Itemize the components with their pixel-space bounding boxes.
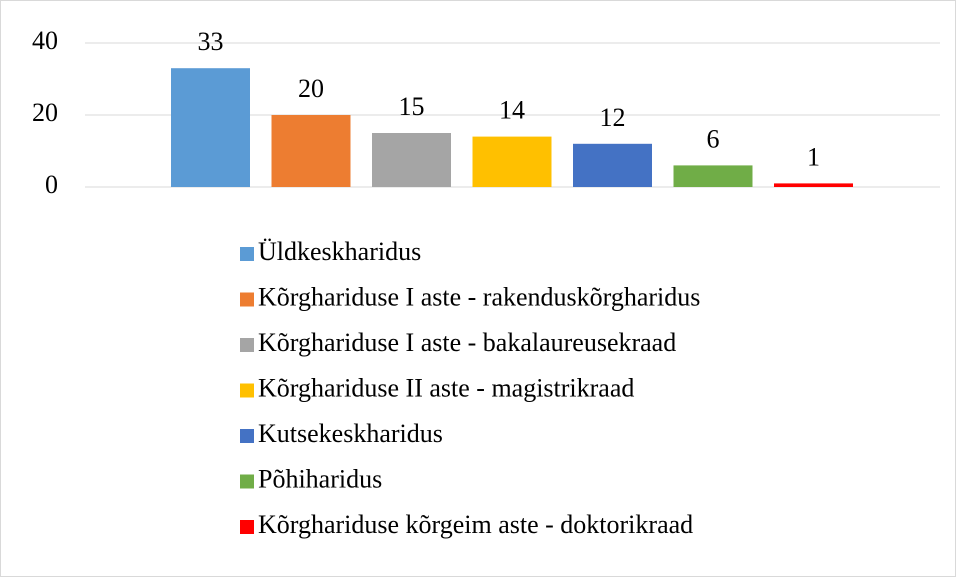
legend-label: Kõrghariduse I aste - bakalaureusekraad: [258, 328, 676, 357]
legend-swatch: [240, 383, 254, 398]
bar: [372, 133, 451, 187]
y-tick-label: 0: [45, 170, 58, 199]
data-label: 33: [198, 27, 224, 56]
legend-swatch: [240, 520, 254, 534]
data-label: 12: [600, 103, 626, 132]
legend-swatch: [240, 474, 254, 489]
legend-swatch: [240, 338, 254, 352]
legend-label: Kõrghariduse II aste - magistrikraad: [258, 373, 634, 402]
legend-label: Üldkeskharidus: [258, 237, 421, 266]
legend-label: Põhiharidus: [258, 464, 382, 493]
bar: [472, 136, 552, 187]
legend-swatch: [240, 429, 254, 443]
bar: [271, 115, 351, 187]
legend-label: Kõrghariduse kõrgeim aste - doktorikraad: [258, 510, 693, 539]
legend-swatch: [240, 247, 254, 261]
data-label: 1: [807, 142, 820, 171]
legend-label: Kutsekeskharidus: [258, 419, 443, 448]
data-label: 15: [399, 92, 425, 121]
data-label: 14: [499, 96, 525, 125]
data-label: 6: [707, 124, 720, 153]
bar: [573, 143, 652, 187]
y-tick-label: 40: [32, 26, 58, 55]
y-tick-label: 20: [32, 98, 58, 127]
bar: [774, 183, 853, 187]
bar: [171, 68, 250, 187]
legend-swatch: [240, 292, 254, 307]
data-label: 20: [298, 74, 324, 103]
bar: [673, 165, 753, 187]
legend-label: Kõrghariduse I aste - rakenduskõrgharidu…: [258, 282, 700, 311]
